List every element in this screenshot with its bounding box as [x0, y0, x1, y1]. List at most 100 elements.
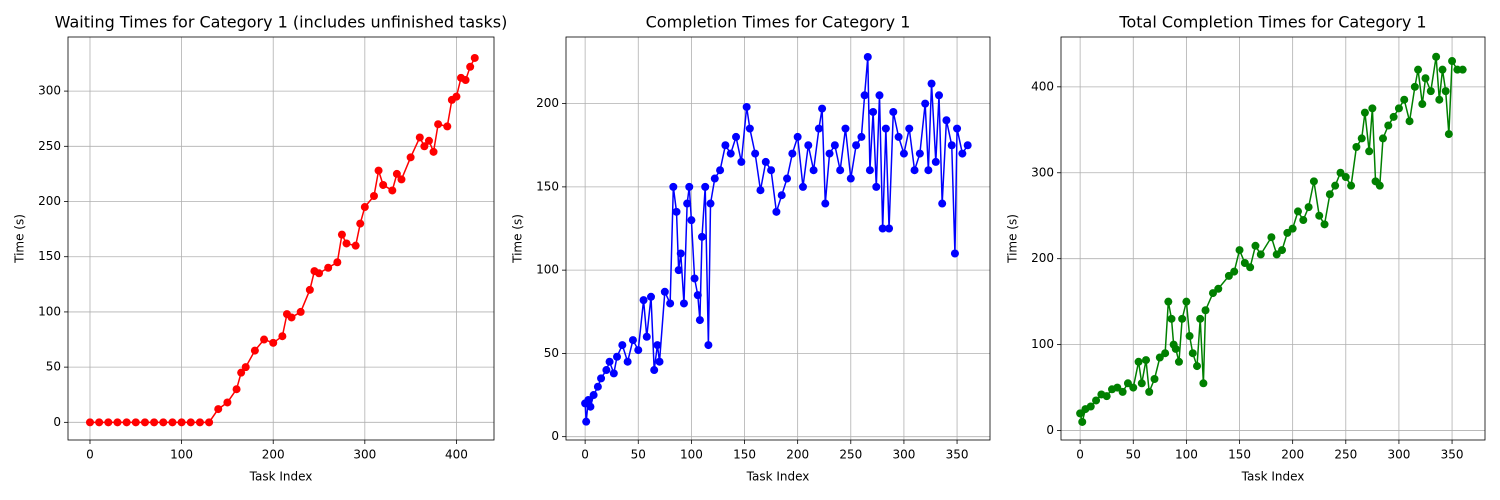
data-point [1438, 65, 1447, 74]
data-point [869, 107, 878, 116]
data-point [634, 346, 643, 355]
data-point [461, 76, 470, 85]
data-point [690, 274, 699, 283]
data-point [237, 368, 246, 377]
data-point [863, 52, 872, 61]
y-axis-label: Time (s) [13, 214, 27, 264]
subplot: 0 100 200 300 400 0 50 100 150 200 250 300 Waiting T… [13, 13, 508, 484]
data-point [1174, 357, 1183, 366]
data-point [1251, 241, 1260, 250]
data-point [660, 287, 669, 296]
data-point [1293, 207, 1302, 216]
data-point [1336, 168, 1345, 177]
data-point [1167, 314, 1176, 323]
data-point [1444, 130, 1453, 139]
data-point [793, 132, 802, 141]
x-tick-label: 50 [631, 448, 646, 462]
data-point [1145, 387, 1154, 396]
x-tick-label: 300 [892, 448, 915, 462]
data-point [1441, 87, 1450, 96]
data-point [424, 136, 433, 145]
data-point [150, 418, 159, 427]
data-point [809, 166, 818, 175]
data-point [1123, 379, 1132, 388]
data-point [1171, 344, 1180, 353]
data-point [1400, 95, 1409, 104]
chart-title: Completion Times for Category 1 [646, 13, 911, 32]
data-point [1142, 356, 1151, 365]
y-tick-label: 100 [1031, 337, 1054, 351]
data-point [1092, 396, 1101, 405]
data-point [159, 418, 168, 427]
data-point [1405, 117, 1414, 126]
data-point [1394, 104, 1403, 113]
data-point [846, 174, 855, 183]
data-point [679, 299, 688, 308]
x-tick-label: 0 [86, 448, 94, 462]
data-point [716, 166, 725, 175]
data-point [1315, 211, 1324, 220]
data-point [818, 104, 827, 113]
data-point [186, 418, 195, 427]
data-point [804, 141, 813, 150]
data-point [85, 418, 94, 427]
data-point [841, 124, 850, 133]
data-point [706, 199, 715, 208]
y-tick-label: 200 [1031, 251, 1054, 265]
data-point [931, 157, 940, 166]
data-point [687, 216, 696, 225]
x-tick-label: 100 [170, 448, 193, 462]
data-point [672, 207, 681, 216]
y-tick-label: 400 [1031, 79, 1054, 93]
data-point [205, 418, 214, 427]
data-point [852, 141, 861, 150]
data-point [701, 182, 710, 191]
y-tick-label: 100 [536, 263, 559, 277]
x-tick-label: 350 [946, 448, 969, 462]
data-point [655, 357, 664, 366]
data-point [1414, 65, 1423, 74]
data-point [756, 186, 765, 195]
data-point [1378, 134, 1387, 143]
data-point [609, 369, 618, 378]
data-point [232, 385, 241, 394]
data-point [1118, 387, 1127, 396]
data-line [89, 57, 476, 424]
data-point [1365, 147, 1374, 156]
data-point [1357, 134, 1366, 143]
data-point [860, 91, 869, 100]
data-point [296, 307, 305, 316]
data-point [1352, 142, 1361, 151]
data-point [1214, 284, 1223, 293]
data-point [360, 203, 369, 212]
data-point [669, 182, 678, 191]
data-point [356, 219, 365, 228]
data-point [676, 249, 685, 258]
x-tick-label: 0 [1076, 448, 1084, 462]
data-point [889, 107, 898, 116]
data-point [1360, 108, 1369, 117]
data-point [698, 232, 707, 241]
data-point [742, 102, 751, 111]
data-point [392, 169, 401, 178]
data-point [899, 149, 908, 158]
data-point [342, 239, 351, 248]
data-point [597, 374, 606, 383]
data-point [593, 382, 602, 391]
data-point [1113, 383, 1122, 392]
data-point [751, 149, 760, 158]
data-point [726, 149, 735, 158]
data-point [470, 53, 479, 62]
data-point [379, 180, 388, 189]
data-point [872, 182, 881, 191]
data-point [1196, 314, 1205, 323]
plot-area [581, 52, 972, 426]
data-point [1102, 392, 1111, 401]
x-tick-label: 50 [1126, 448, 1141, 462]
data-point [881, 124, 890, 133]
y-axis-label: Time (s) [511, 214, 525, 264]
data-point [415, 133, 424, 142]
subplot: 0 50 100 150 200 250 300 350 0 100 200 300 400 Total … [1006, 13, 1486, 484]
data-point [963, 141, 972, 150]
data-point [589, 391, 598, 400]
